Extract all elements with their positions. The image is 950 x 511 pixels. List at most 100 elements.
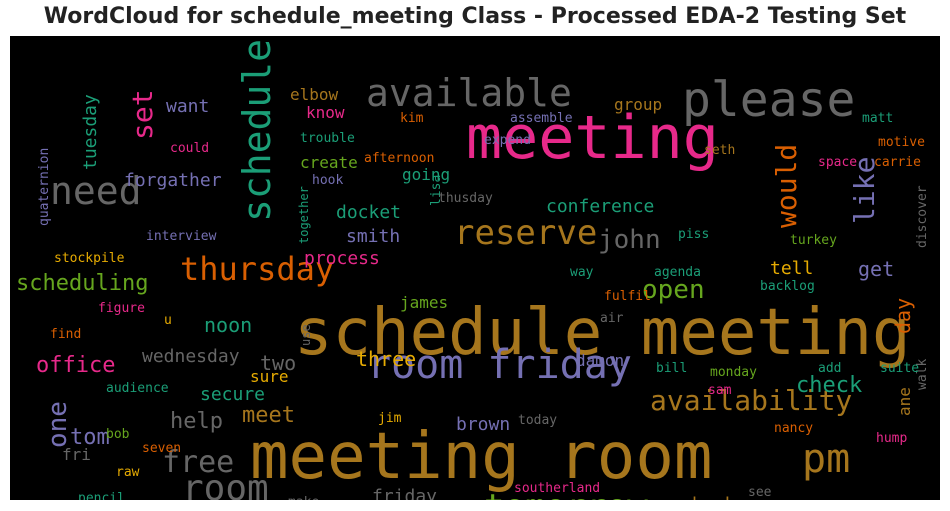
word-u: u [164,313,172,328]
word-see: see [748,485,772,500]
word-create: create [300,153,358,172]
word-meet: meet [242,403,295,428]
word-turkey: turkey [790,233,837,248]
word-use: use [299,324,313,346]
word-set: set [126,89,159,140]
word-trouble: trouble [300,131,355,146]
word-two: two [260,351,296,375]
word-assemble: assemble [510,111,573,126]
word-add: add [818,361,841,376]
word-book: book [692,494,736,500]
word-afternoon: afternoon [364,151,434,166]
word-going: going [402,165,450,184]
word-carrie: carrie [874,155,921,170]
word-room-friday: room friday [367,342,632,388]
word-check: check [796,373,862,398]
word-free: free [162,445,234,480]
word-get: get [858,257,894,281]
word-room: room [182,468,269,500]
word-friday: friday [372,486,437,500]
word-schedule: schedule [235,39,279,222]
word-seven: seven [142,441,181,456]
word-know: know [306,103,345,122]
word-tomorrow: tomorrow [484,487,648,500]
word-make: make [288,495,319,500]
wordcloud-svg: schedule meeting meeting room meetingpleas… [16,39,930,500]
word-backlog: backlog [760,279,815,294]
word-walk: walk [915,359,930,390]
word-would: would [770,144,803,228]
word-thursday: thursday [180,250,334,288]
word-sam: sam [708,383,732,398]
word-office: office [36,353,115,378]
word-day: day [891,298,915,334]
word-three: three [356,347,416,371]
word-brown: brown [456,414,510,435]
word-find: find [50,327,81,342]
word-elbow: elbow [290,85,339,104]
word-fri: fri [62,445,91,464]
word-could: could [170,141,209,156]
word-space: space [818,155,857,170]
word-tuesday: tuesday [80,94,101,170]
word-secure: secure [200,384,265,405]
word-open: open [642,275,705,305]
word-pencil: pencil [78,491,125,500]
word-jim: jim [378,411,402,426]
word-bob: bob [106,427,130,442]
word-nancy: nancy [774,421,813,436]
word-conference: conference [546,196,654,217]
word-agenda: agenda [654,265,701,280]
word-monday: monday [710,365,757,380]
word-raw: raw [116,465,140,480]
word-tell: tell [770,258,813,279]
word-hook: hook [312,173,343,188]
chart-title: WordCloud for schedule_meeting Class - P… [43,4,907,29]
word-tom: tom [70,425,110,450]
word-thusday: thusday [438,191,493,206]
word-want: want [166,96,209,117]
word-discover: discover [915,185,930,248]
word-sure: sure [250,367,289,386]
word-available: available [366,71,572,115]
word-lisa: lisa [429,175,444,206]
word-ane: ane [895,387,914,416]
word-john: john [598,225,661,255]
word-piss: piss [678,227,709,242]
word-group: group [614,95,662,114]
word-audience: audience [106,381,169,396]
word-air: air [600,311,624,326]
word-one: one [43,401,73,448]
word-damon: damon [576,351,624,370]
word-help: help [170,409,223,434]
word-meeting: meeting [466,103,719,173]
word-suite: suite [880,361,919,376]
word-expend: expend [484,133,531,148]
word-seth: seth [704,143,735,158]
word-hump: hump [876,431,907,446]
word-process: process [304,248,380,269]
word-fulfil: fulfil [604,289,651,304]
word-like: like [848,157,881,224]
word-matt: matt [862,111,893,126]
word-pm: pm [802,436,850,482]
word-stockpile: stockpile [54,251,125,266]
word-need: need [50,169,142,213]
word-quaternion: quaternion [37,148,52,226]
word-schedule-meeting: schedule meeting [294,296,911,370]
word-bill: bill [656,361,687,376]
word-interview: interview [146,229,217,244]
word-southerland: southerland [514,481,600,496]
word-scheduling: scheduling [16,271,148,296]
word-docket: docket [336,202,401,223]
word-please: please [682,72,855,128]
wordcloud-canvas: schedule meeting meeting room meeting pleas… [10,36,940,500]
word-availability: availability [650,384,852,417]
word-james: james [400,293,448,312]
word-meeting-room: meeting room [250,420,712,494]
word-way: way [570,265,594,280]
word-today: today [518,413,557,428]
word-kim: kim [400,111,424,126]
word-together: together [297,186,311,244]
word-figure: figure [98,301,145,316]
